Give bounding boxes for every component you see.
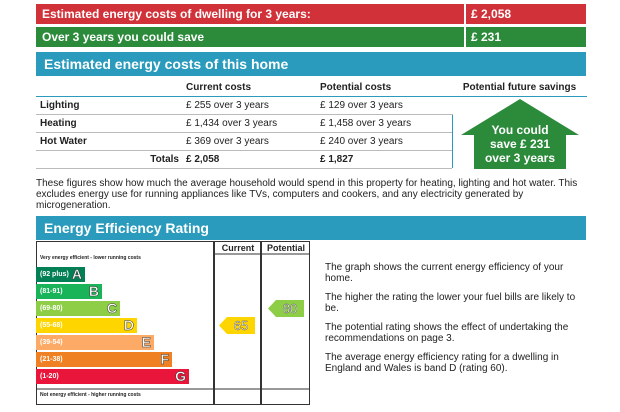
table-row: Hot Water £ 369 over 3 years £ 240 over … [36,132,587,151]
header-empty [36,78,183,97]
costs-note: These figures show how much the average … [36,178,578,211]
eer-band-letter: D [123,317,135,333]
row-potential: £ 240 over 3 years [316,132,453,151]
row-current: £ 1,434 over 3 years [182,114,317,133]
eer-current-header: Current [221,243,255,253]
eer-current-indicator: 65 [219,317,255,334]
eer-potential-indicator: 80 [268,300,304,317]
row-name: Lighting [36,96,183,115]
eer-paragraph: The higher the rating the lower your fue… [325,292,576,314]
savings-cell: You could save £ 231 over 3 years [452,96,587,169]
savings-bar: Over 3 years you could save £ 231 [36,27,586,47]
eer-explanation: The graph shows the current energy effic… [325,262,587,382]
savings-value: £ 231 [466,27,586,47]
eer-band-letter: E [141,334,151,350]
eer-band-range: (81-91) [40,288,63,295]
savings-arrow: You could save £ 231 over 3 years [453,97,587,169]
header-potential-savings: Potential future savings [452,78,587,97]
savings-arrow-line3: over 3 years [484,151,556,165]
eer-current-indicator-value: 65 [233,318,249,333]
eer-band-range: (21-38) [40,356,63,363]
eer-band-letter: A [71,266,83,282]
savings-arrow-line1: You could [491,123,549,137]
savings-arrow-line2: save £ 231 [489,137,551,151]
up-arrow-icon [461,99,579,169]
eer-band-c: (69-80) C [36,300,120,316]
eer-band-g: (1-20) G [36,368,189,384]
eer-band-f: (21-38) F [36,351,172,367]
totals-row: Totals £ 2,058 £ 1,827 [36,150,587,169]
costs-section-title: Estimated energy costs of this home [36,52,586,76]
eer-paragraph: The graph shows the current energy effic… [325,262,564,284]
header-current-costs: Current costs [182,78,317,97]
totals-label: Totals [36,150,183,169]
rating-arrow-icon [219,317,255,334]
eer-band-letter: G [175,368,186,384]
eer-band-range: (55-68) [40,322,63,329]
eer-band-e: (39-54) E [36,334,154,350]
totals-potential: £ 1,827 [316,150,453,169]
energy-rating-chart: Current Potential Very energy efficient … [36,241,310,405]
eer-band-range: (39-54) [40,339,63,346]
eer-band-a: (92 plus) A [36,266,85,282]
totals-current: £ 2,058 [182,150,317,169]
row-potential: £ 129 over 3 years [316,96,453,115]
costs-table: Current costs Potential costs Potential … [36,78,587,169]
row-name: Heating [36,114,183,133]
estimated-cost-value: £ 2,058 [466,4,586,24]
savings-label: Over 3 years you could save [36,27,464,47]
eer-band-range: (69-80) [40,305,63,312]
row-name: Hot Water [36,132,183,151]
eer-top-caption: Very energy efficient - lower running co… [40,255,141,261]
eer-band-letter: F [160,351,169,367]
eer-paragraph: The potential rating shows the effect of… [325,322,569,344]
row-current: £ 255 over 3 years [182,96,317,115]
header-potential-costs: Potential costs [316,78,453,97]
eer-band-letter: C [106,300,118,316]
eer-band-range: (92 plus) [40,271,69,278]
savings-arrow-text: You could save £ 231 over 3 years [453,123,587,165]
eer-potential-indicator-value: 80 [282,301,298,316]
table-row: Lighting £ 255 over 3 years £ 129 over 3… [36,96,587,169]
eer-potential-header: Potential [266,243,305,253]
eer-section-title: Energy Efficiency Rating [36,216,586,240]
row-potential: £ 1,458 over 3 years [316,114,453,133]
eer-paragraph: The average energy efficiency rating for… [325,352,559,374]
eer-band-b: (81-91) B [36,283,102,299]
eer-bottom-caption: Not energy efficient - higher running co… [40,392,141,398]
rating-arrow-icon [268,300,304,317]
estimated-cost-label: Estimated energy costs of dwelling for 3… [36,4,464,24]
row-current: £ 369 over 3 years [182,132,317,151]
estimated-cost-bar: Estimated energy costs of dwelling for 3… [36,4,586,24]
costs-header-row: Current costs Potential costs Potential … [36,78,587,97]
eer-band-d: (55-68) D [36,317,137,333]
eer-band-letter: B [88,283,100,299]
eer-band-range: (1-20) [40,373,59,380]
